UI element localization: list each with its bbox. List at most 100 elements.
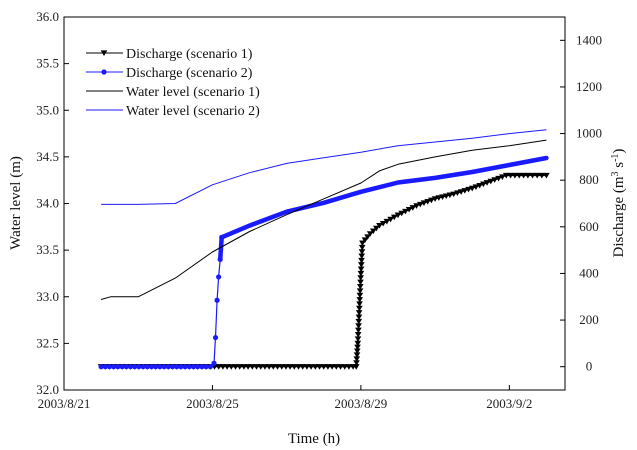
data-marker — [316, 364, 323, 370]
data-marker — [328, 364, 336, 370]
data-marker — [356, 305, 363, 312]
data-marker — [529, 172, 536, 179]
y-right-tick-label: 600 — [579, 219, 599, 234]
data-marker — [253, 364, 260, 370]
data-marker — [320, 364, 328, 370]
data-marker — [511, 172, 519, 179]
y-right-tick-label: 200 — [579, 312, 599, 327]
data-marker — [487, 178, 495, 185]
y-left-tick-label: 33.5 — [36, 242, 59, 257]
data-marker — [369, 228, 377, 235]
data-marker — [409, 205, 417, 211]
series-3 — [100, 139, 547, 300]
data-marker — [454, 190, 461, 197]
y-right-title-sup1: 3 — [610, 171, 621, 176]
data-marker — [199, 364, 205, 370]
data-marker — [387, 216, 394, 223]
data-marker — [186, 364, 192, 370]
data-marker — [353, 348, 361, 355]
data-marker — [446, 192, 454, 199]
data-marker — [324, 364, 332, 370]
data-marker — [352, 364, 360, 370]
data-marker — [357, 275, 364, 281]
data-marker — [379, 220, 387, 227]
data-marker — [257, 364, 265, 370]
data-marker — [244, 364, 252, 370]
data-marker — [358, 249, 366, 255]
data-marker — [214, 297, 220, 303]
data-marker — [153, 364, 159, 370]
data-marker — [355, 314, 363, 321]
data-marker — [533, 172, 541, 179]
data-marker — [295, 364, 302, 370]
data-marker — [182, 364, 188, 370]
data-marker — [356, 301, 363, 308]
x-tick-label: 2003/8/21 — [38, 396, 91, 411]
data-marker — [507, 172, 514, 179]
series-1 — [97, 172, 550, 370]
y-left-tick-label: 35.0 — [36, 102, 59, 117]
data-marker — [543, 172, 550, 179]
data-marker — [398, 210, 406, 217]
data-marker — [102, 364, 108, 370]
data-marker — [132, 364, 138, 370]
data-marker — [219, 364, 227, 370]
data-marker — [515, 172, 523, 179]
y-right-title-suffix: ) — [611, 149, 627, 154]
data-marker — [354, 340, 362, 347]
data-marker — [357, 270, 365, 277]
series-line — [101, 157, 547, 368]
data-marker — [215, 364, 223, 370]
data-marker — [520, 172, 527, 179]
data-marker — [480, 181, 487, 188]
data-marker — [312, 364, 319, 370]
data-marker — [223, 364, 231, 370]
x-axis-title: Time (h) — [288, 431, 340, 447]
axes: 2003/8/21 2003/8/25 2003/8/29 2003/9/2 32.0 3… — [36, 9, 602, 411]
data-marker — [431, 196, 439, 202]
data-marker — [261, 364, 269, 370]
data-marker — [161, 364, 167, 370]
y-right-tick-label: 1000 — [576, 126, 602, 141]
data-marker — [355, 323, 362, 329]
data-marker — [358, 257, 365, 264]
legend-label: Water level (scenario 2) — [126, 104, 260, 119]
data-marker — [216, 274, 222, 280]
legend-marker — [101, 69, 107, 75]
data-marker — [291, 364, 298, 370]
data-marker — [207, 364, 213, 370]
data-marker — [286, 364, 294, 370]
data-marker — [157, 364, 163, 370]
y-left-tick-label: 35.5 — [36, 56, 59, 71]
data-marker — [169, 364, 176, 370]
data-marker — [472, 184, 480, 190]
data-marker — [457, 189, 465, 195]
data-marker — [341, 364, 349, 370]
data-marker — [278, 364, 286, 370]
data-marker — [442, 193, 450, 200]
y-left-axis-title: Water level (m) — [8, 156, 24, 250]
data-marker — [106, 364, 113, 370]
data-marker — [491, 177, 498, 183]
data-marker — [270, 364, 277, 370]
y-right-title-prefix: Discharge (m — [611, 176, 627, 257]
data-marker — [359, 240, 366, 247]
data-marker — [355, 327, 362, 334]
data-marker — [465, 186, 472, 193]
data-marker — [358, 244, 366, 251]
data-marker — [195, 364, 201, 370]
data-marker — [499, 174, 506, 180]
data-marker — [394, 212, 402, 219]
data-marker — [524, 172, 532, 179]
y-right-title-mid: s — [611, 162, 627, 172]
data-marker — [376, 223, 383, 229]
data-marker — [358, 262, 365, 268]
data-marker — [123, 364, 129, 370]
data-marker — [435, 195, 443, 201]
data-marker — [333, 364, 340, 370]
legend-marker — [100, 50, 108, 56]
data-marker — [140, 364, 146, 370]
series-layer — [97, 129, 550, 370]
y-left-tick-label: 34.0 — [36, 196, 59, 211]
data-marker — [483, 180, 491, 186]
